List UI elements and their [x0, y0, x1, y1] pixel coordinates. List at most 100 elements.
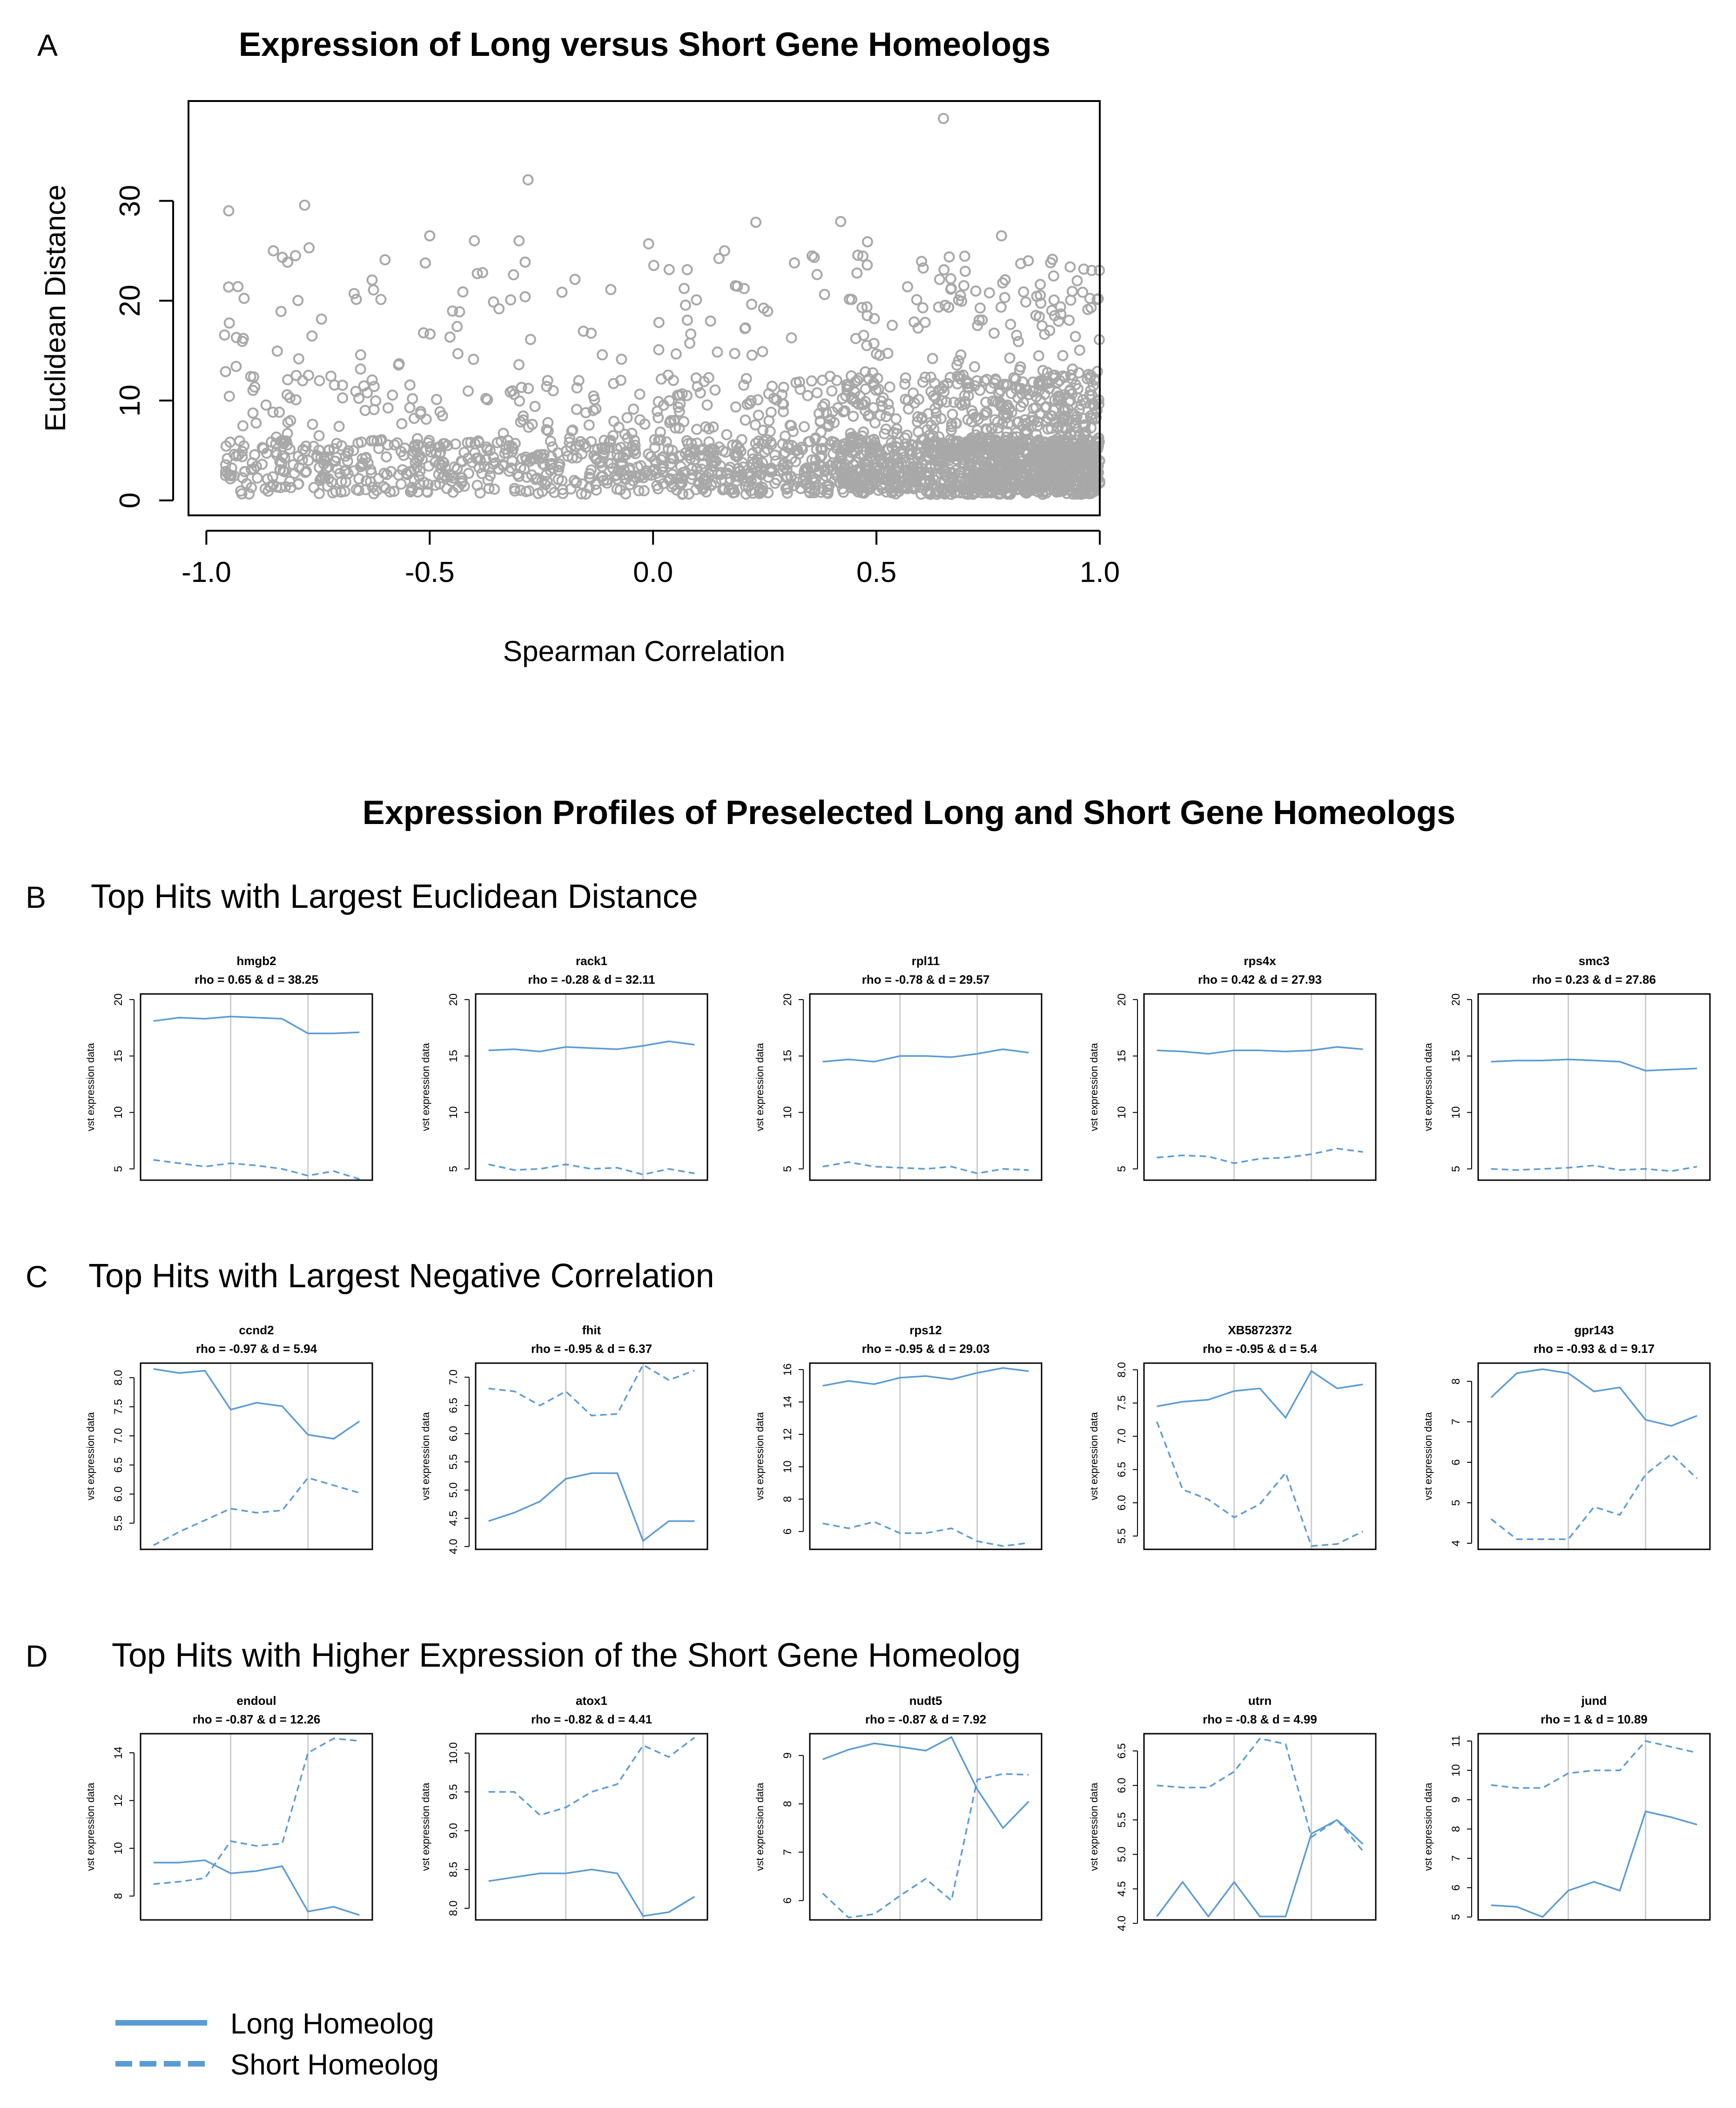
- scatter-point: [457, 286, 469, 297]
- scatter-point: [1021, 434, 1032, 446]
- panel-gene-title: rps4x: [1244, 954, 1276, 968]
- scatter-point: [284, 392, 296, 404]
- scatter-point: [1030, 310, 1042, 321]
- scatter-point: [862, 468, 874, 480]
- scatter-point: [1066, 285, 1078, 297]
- scatter-point: [368, 381, 380, 392]
- panel-ylabel: vst expression data: [85, 1412, 96, 1500]
- scatter-point: [670, 348, 682, 360]
- scatter-point: [737, 457, 748, 468]
- scatter-point: [489, 483, 500, 495]
- scatter-point: [573, 375, 585, 386]
- scatter-point: [653, 434, 665, 446]
- scatter-point: [974, 302, 986, 314]
- scatter-point: [814, 415, 826, 427]
- scatter-point: [331, 438, 343, 449]
- scatter-point: [643, 448, 654, 460]
- scatter-point: [1011, 330, 1023, 341]
- scatter-point: [223, 281, 235, 293]
- long-homeolog-line: [488, 1472, 695, 1542]
- scatter-point: [366, 274, 378, 286]
- scatter-point: [924, 474, 936, 486]
- scatter-point: [853, 433, 865, 445]
- scatter-point: [336, 379, 348, 391]
- scatter-point: [519, 291, 531, 303]
- scatter-point: [1033, 379, 1045, 391]
- scatter-point: [919, 317, 931, 328]
- panel-subtitle: rho = -0.87 & d = 7.92: [865, 1712, 986, 1726]
- scatter-point: [860, 396, 871, 407]
- panel-ylabel: vst expression data: [85, 1782, 96, 1871]
- panel-y-tick-label: 6.5: [1116, 1462, 1128, 1477]
- scatter-point: [970, 285, 982, 297]
- scatter-point: [992, 422, 1004, 434]
- scatter-point: [1020, 448, 1032, 459]
- panel-gene-title: rps12: [909, 1323, 942, 1337]
- scatter-point: [974, 484, 985, 496]
- scatter-point: [991, 471, 1003, 482]
- scatter-point: [649, 434, 660, 446]
- scatter-point: [826, 385, 838, 397]
- scatter-point: [1057, 405, 1069, 416]
- scatter-point: [676, 388, 688, 400]
- line-panel-ccnd2: ccnd2 rho = -0.97 & d = 5.94 5.5 6.0 6.5 7.0 7…: [85, 1323, 373, 1550]
- panel-y-tick-label: 6: [1450, 1459, 1462, 1465]
- scatter-point: [846, 392, 858, 403]
- panel-frame: [1477, 1733, 1711, 1921]
- scatter-point: [238, 440, 249, 452]
- scatter-point: [803, 436, 814, 447]
- scatter-point: [219, 329, 230, 341]
- scatter-point: [955, 290, 966, 301]
- long-homeolog-line: [1490, 1368, 1697, 1427]
- panel-ylabel: vst expression data: [754, 1782, 766, 1871]
- scatter-point: [981, 374, 993, 385]
- scatter-point: [479, 460, 490, 472]
- scatter-point: [456, 456, 468, 467]
- scatter-point: [247, 407, 259, 419]
- scatter-point: [958, 280, 969, 291]
- scatter-point: [580, 407, 592, 419]
- scatter-point: [570, 477, 582, 489]
- scatter-point: [925, 419, 937, 431]
- scatter-point: [701, 399, 713, 411]
- scatter-point: [781, 487, 793, 499]
- scatter-point: [836, 452, 848, 463]
- scatter-point: [658, 451, 669, 462]
- scatter-point: [778, 448, 789, 460]
- scatter-point: [942, 470, 953, 482]
- scatter-point: [366, 374, 378, 386]
- panel-y-tick-label: 5: [1450, 1166, 1462, 1172]
- scatter-point: [1086, 264, 1097, 276]
- scatter-point: [348, 288, 360, 299]
- scatter-point: [450, 438, 461, 450]
- panel-y-tick-label: 7.5: [112, 1399, 125, 1414]
- panel-ylabel: vst expression data: [85, 1042, 96, 1131]
- scatter-point: [1063, 314, 1075, 326]
- scatter-point: [957, 483, 969, 494]
- scatter-point: [414, 450, 425, 461]
- scatter-point: [871, 348, 882, 360]
- panel-frame: [809, 993, 1043, 1181]
- scatter-point: [922, 450, 934, 462]
- panel-y-tick-label: 20: [1116, 993, 1128, 1006]
- scatter-point: [946, 418, 957, 430]
- line-panel-rps12: rps12 rho = -0.95 & d = 29.03 6 8 10 12 14 16 vs…: [754, 1323, 1043, 1550]
- scatter-point: [852, 481, 863, 493]
- scatter-point: [999, 274, 1011, 286]
- panel-frame: [809, 1362, 1043, 1550]
- panel-subtitle: rho = -0.95 & d = 6.37: [531, 1342, 652, 1356]
- scatter-point: [480, 393, 491, 404]
- panel-y-tick-label: 15: [112, 1050, 125, 1062]
- scatter-point: [404, 379, 416, 391]
- section-b-letter: B: [26, 880, 46, 914]
- panel-y-tick-label: 15: [781, 1050, 794, 1062]
- panel-y-tick-label: 6.5: [447, 1398, 460, 1413]
- panel-gene-title: hmgb2: [236, 954, 276, 968]
- scatter-point: [616, 353, 627, 365]
- panel-y-tick-label: 6: [781, 1898, 794, 1904]
- scatter-point: [713, 253, 725, 264]
- scatter-point: [585, 327, 597, 339]
- scatter-point: [811, 269, 823, 280]
- scatter-point: [831, 375, 842, 386]
- scatter-y-tick-label: 10: [114, 385, 146, 417]
